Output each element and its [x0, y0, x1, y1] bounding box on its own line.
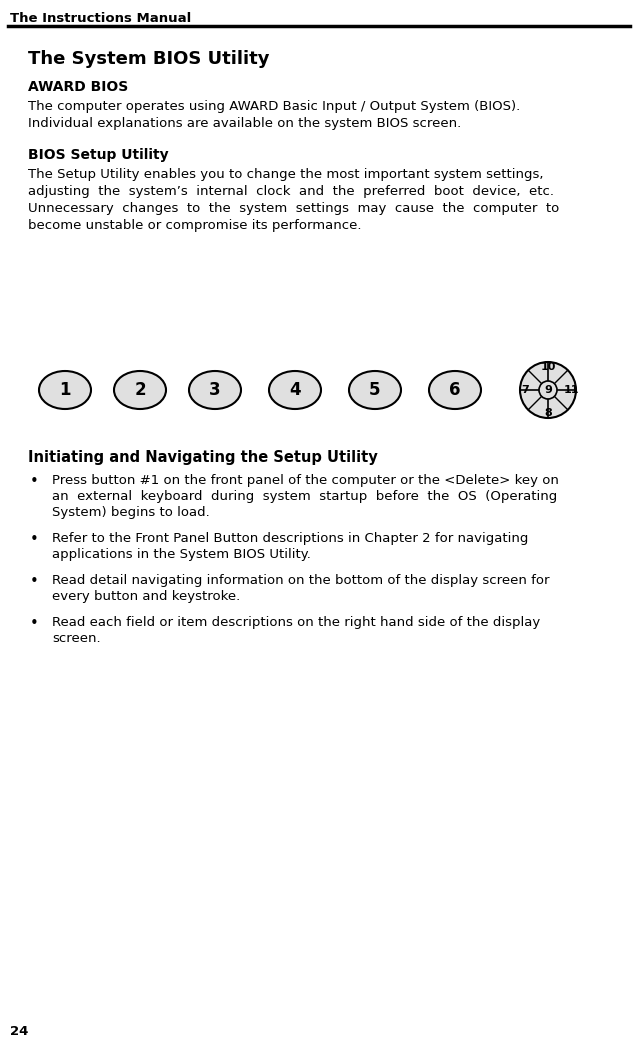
- Text: 11: 11: [563, 385, 579, 395]
- Text: become unstable or compromise its performance.: become unstable or compromise its perfor…: [28, 219, 362, 232]
- Text: 4: 4: [289, 380, 300, 399]
- Text: 24: 24: [10, 1024, 28, 1038]
- Text: Initiating and Navigating the Setup Utility: Initiating and Navigating the Setup Util…: [28, 450, 378, 465]
- Ellipse shape: [189, 371, 241, 409]
- Text: The System BIOS Utility: The System BIOS Utility: [28, 50, 269, 69]
- Text: 5: 5: [369, 380, 381, 399]
- Text: Press button #1 on the front panel of the computer or the <Delete> key on: Press button #1 on the front panel of th…: [52, 474, 559, 487]
- Text: Individual explanations are available on the system BIOS screen.: Individual explanations are available on…: [28, 117, 461, 130]
- Ellipse shape: [429, 371, 481, 409]
- Text: •: •: [30, 574, 39, 589]
- Text: 2: 2: [134, 380, 146, 399]
- Text: an  external  keyboard  during  system  startup  before  the  OS  (Operating: an external keyboard during system start…: [52, 490, 557, 503]
- Text: The computer operates using AWARD Basic Input / Output System (BIOS).: The computer operates using AWARD Basic …: [28, 100, 520, 113]
- Circle shape: [520, 362, 576, 418]
- Text: 9: 9: [544, 385, 552, 395]
- Text: 1: 1: [59, 380, 71, 399]
- Text: adjusting  the  system’s  internal  clock  and  the  preferred  boot  device,  e: adjusting the system’s internal clock an…: [28, 186, 554, 198]
- Text: 7: 7: [521, 385, 529, 395]
- Text: 8: 8: [544, 408, 552, 418]
- Circle shape: [539, 380, 557, 399]
- Text: The Setup Utility enables you to change the most important system settings,: The Setup Utility enables you to change …: [28, 168, 544, 181]
- Text: 6: 6: [449, 380, 461, 399]
- Text: Read detail navigating information on the bottom of the display screen for: Read detail navigating information on th…: [52, 574, 549, 587]
- Text: screen.: screen.: [52, 632, 101, 645]
- Ellipse shape: [39, 371, 91, 409]
- Text: Refer to the Front Panel Button descriptions in Chapter 2 for navigating: Refer to the Front Panel Button descript…: [52, 532, 528, 545]
- Text: •: •: [30, 474, 39, 489]
- Text: AWARD BIOS: AWARD BIOS: [28, 80, 128, 94]
- Ellipse shape: [114, 371, 166, 409]
- Ellipse shape: [269, 371, 321, 409]
- Text: applications in the System BIOS Utility.: applications in the System BIOS Utility.: [52, 548, 311, 561]
- Text: every button and keystroke.: every button and keystroke.: [52, 590, 241, 603]
- Ellipse shape: [349, 371, 401, 409]
- Text: 3: 3: [209, 380, 221, 399]
- Text: System) begins to load.: System) begins to load.: [52, 506, 210, 519]
- Text: •: •: [30, 616, 39, 631]
- Text: Read each field or item descriptions on the right hand side of the display: Read each field or item descriptions on …: [52, 616, 540, 629]
- Text: 10: 10: [540, 362, 556, 372]
- Text: Unnecessary  changes  to  the  system  settings  may  cause  the  computer  to: Unnecessary changes to the system settin…: [28, 202, 560, 215]
- Text: •: •: [30, 532, 39, 547]
- Text: BIOS Setup Utility: BIOS Setup Utility: [28, 148, 168, 162]
- Text: The Instructions Manual: The Instructions Manual: [10, 12, 191, 25]
